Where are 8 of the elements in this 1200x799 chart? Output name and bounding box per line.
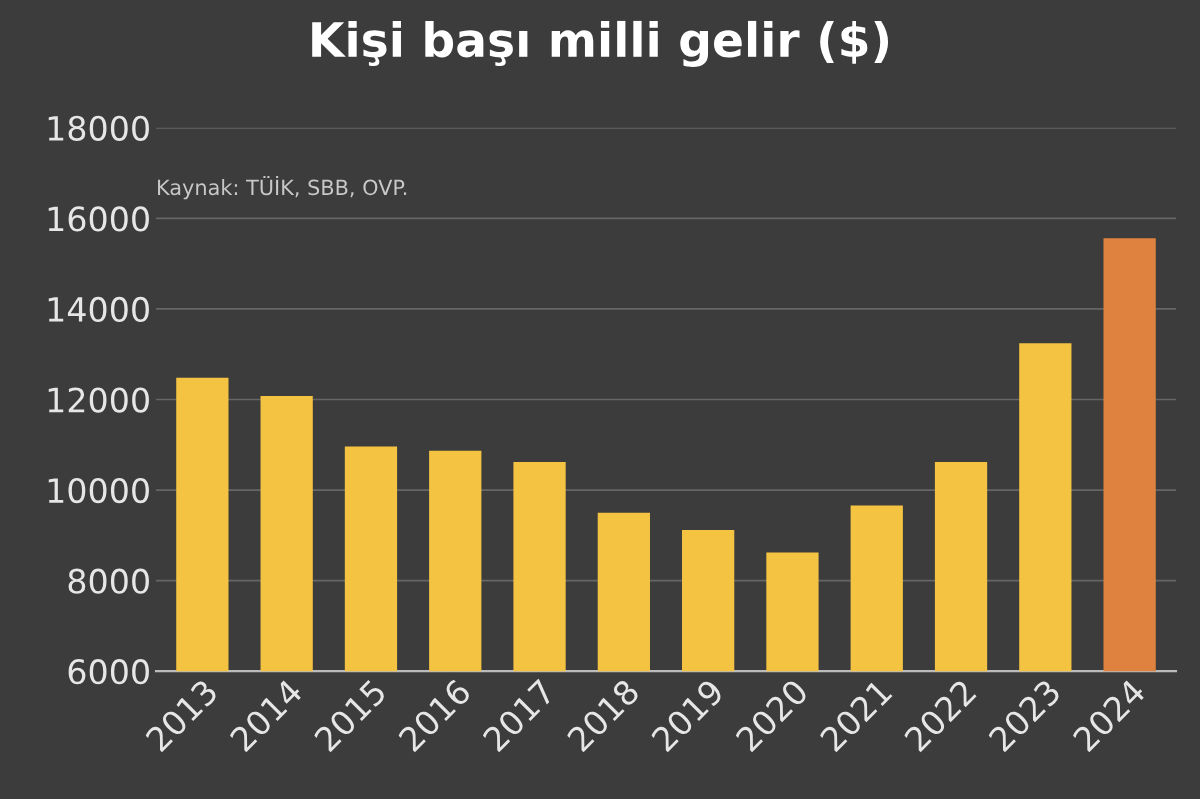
chart-title: Kişi başı milli gelir ($)	[312, 20, 889, 67]
y-tick-label: 8000	[68, 568, 149, 594]
y-tick-label: 12000	[48, 387, 149, 413]
y-tick-label: 10000	[48, 477, 149, 504]
y-tick-label: 18000	[48, 115, 149, 141]
y-tick-label: 14000	[48, 296, 149, 323]
y-tick-label: 16000	[48, 206, 149, 232]
annotation: Kaynak: TÜİK, SBB, OVP.	[158, 175, 407, 200]
